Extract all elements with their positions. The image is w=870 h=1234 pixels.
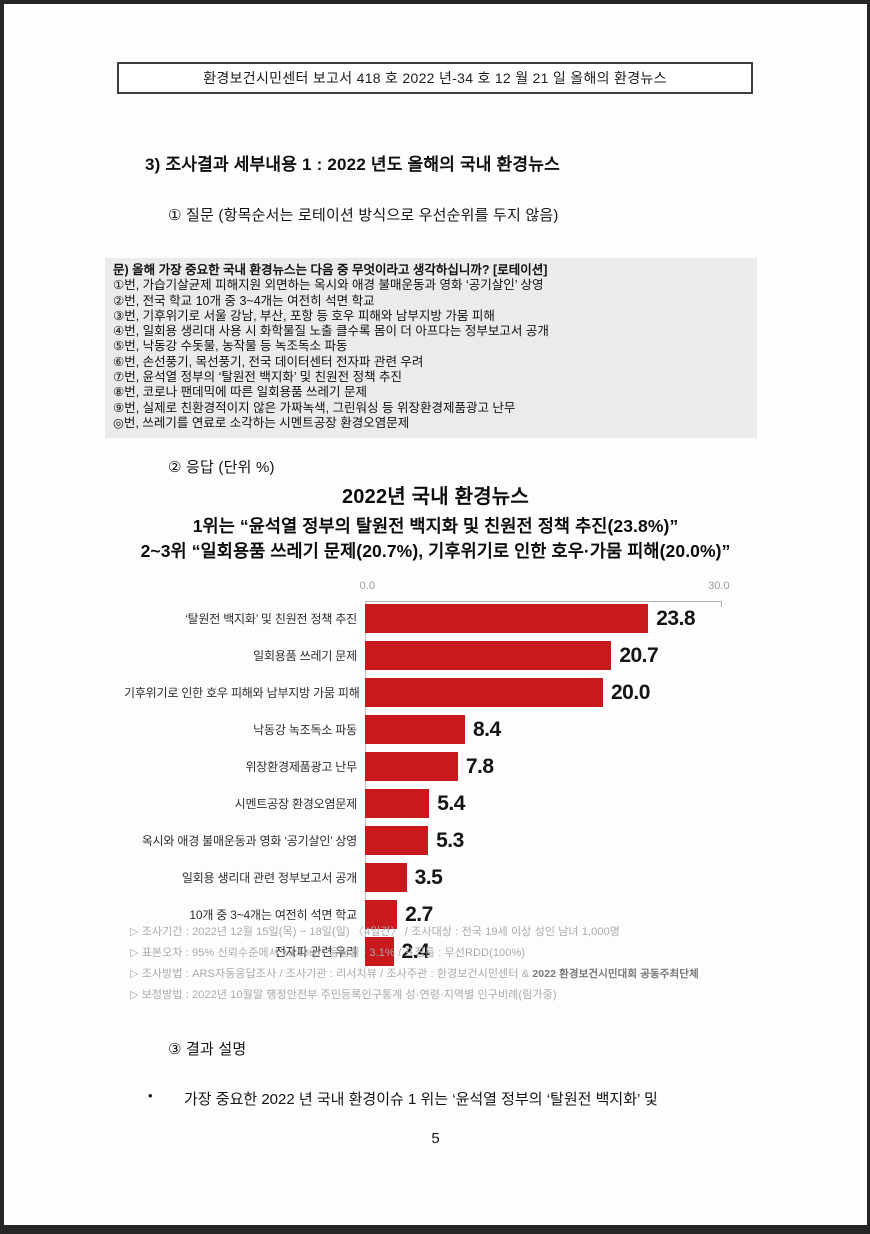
bar-track: 5.4 bbox=[365, 789, 722, 818]
bar-category-label: 시멘트공장 환경오염문제 bbox=[234, 797, 358, 811]
bar-track: 23.8 bbox=[365, 604, 722, 633]
bar bbox=[365, 604, 649, 633]
bar-track: 20.0 bbox=[365, 678, 722, 707]
question-item: ①번, 가습기살균제 피해지원 외면하는 옥시와 애경 불매운동과 영화 ‘공기… bbox=[113, 278, 544, 293]
question-item: ③번, 기후위기로 서울 강남, 부산, 포항 등 호우 피해와 남부지방 가뭄… bbox=[113, 308, 495, 323]
question-box-title: 문) 올해 가장 중요한 국내 환경뉴스는 다음 중 무엇이라고 생각하십니까?… bbox=[113, 263, 548, 277]
survey-note: ▷ 표본오차 : 95% 신뢰수준에서 ±3.1%p / 응답률 : 3.1% … bbox=[130, 947, 526, 959]
chart-title: 2022년 국내 환경뉴스 bbox=[341, 486, 529, 508]
result-label: ③ 결과 설명 bbox=[168, 1041, 247, 1058]
bar-value-label: 2.4 bbox=[401, 939, 430, 963]
bar-track: 5.3 bbox=[365, 826, 722, 855]
question-item: ⑥번, 손선풍기, 목선풍기, 전국 데이터센터 전자파 관련 우려 bbox=[113, 354, 424, 369]
chart-bar-row: 옥시와 애경 불매운동과 영화 ‘공기살인’ 상영 5.3 bbox=[124, 826, 722, 855]
chart-bar-row: 일회용품 쓰레기 문제 20.7 bbox=[124, 641, 722, 670]
chart-subtitle-1: 1위는 “윤석열 정부의 탈원전 백지화 및 친원전 정책 추진(23.8%)” bbox=[192, 516, 679, 536]
survey-note-organizer: 2022 환경보건시민대회 공동주최단체 bbox=[532, 968, 699, 980]
chart-title-block: 2022년 국내 환경뉴스 1위는 “윤석열 정부의 탈원전 백지화 및 친원전… bbox=[4, 480, 867, 564]
bar-category-label: 옥시와 애경 불매운동과 영화 ‘공기살인’ 상영 bbox=[141, 834, 357, 848]
bar-track: 2.4 bbox=[365, 937, 722, 966]
question-label: ① 질문 (항목순서는 로테이션 방식으로 우선순위를 두지 않음) bbox=[168, 207, 559, 224]
section-title: 3) 조사결과 세부내용 1 : 2022 년도 올해의 국내 환경뉴스 bbox=[145, 155, 560, 174]
question-item: ⑧번, 코로나 팬데믹에 따른 일회용품 쓰레기 문제 bbox=[113, 385, 368, 400]
bar-value-label: 20.0 bbox=[611, 680, 650, 704]
bar bbox=[365, 641, 612, 670]
result-bullet-row: • 가장 중요한 2022 년 국내 환경이슈 1 위는 ‘윤석열 정부의 ‘탈… bbox=[148, 1088, 658, 1109]
bar bbox=[365, 826, 429, 855]
bar-category-label: 낙동강 녹조독소 파동 bbox=[253, 723, 357, 737]
response-label: ② 응답 (단위 %) bbox=[168, 459, 275, 476]
bar-category-label: 전자파 관련 우려 bbox=[274, 945, 357, 959]
chart-bar-row: 10개 중 3~4개는 여전히 석면 학교 2.7 bbox=[124, 900, 722, 929]
bar-value-label: 23.8 bbox=[656, 606, 696, 630]
bar-value-label: 2.7 bbox=[405, 902, 433, 926]
bar bbox=[365, 752, 458, 781]
report-header-title: 환경보건시민센터 보고서 418 호 2022 년-34 호 12 월 21 일… bbox=[203, 70, 667, 86]
x-axis-line bbox=[365, 601, 722, 607]
chart-bar-row: 위장환경제품광고 난무 7.8 bbox=[124, 752, 722, 781]
bar-chart: 0.0 30.0 ‘탈원전 백지화’ 및 친원전 정책 추진 23.8 일회용품 쓰… bbox=[124, 580, 764, 967]
bar-category-label: 위장환경제품광고 난무 bbox=[245, 760, 357, 774]
survey-note: ▷ 조사기간 : 2022년 12월 15일(목) ~ 18일(일) 〈4일간〉… bbox=[130, 926, 621, 938]
bar-track: 3.5 bbox=[365, 863, 722, 892]
chart-subtitle-2: 2~3위 “일회용품 쓰레기 문제(20.7%), 기후위기로 인한 호우·가뭄… bbox=[140, 541, 731, 561]
bar bbox=[365, 789, 430, 818]
bar-value-label: 5.4 bbox=[437, 791, 465, 815]
question-item: ⑦번, 윤석열 정부의 ‘탈원전 백지화’ 및 친원전 정책 추진 bbox=[113, 370, 403, 385]
survey-note: ▷ 조사방법 : ARS자동응답조사 / 조사기관 : 리서치뷰 / 조사주관 … bbox=[130, 968, 699, 980]
chart-bar-row: 시멘트공장 환경오염문제 5.4 bbox=[124, 789, 722, 818]
bar-value-label: 8.4 bbox=[472, 717, 501, 741]
x-axis-labels: 0.0 30.0 bbox=[360, 580, 730, 596]
x-axis-tick-max: 30.0 bbox=[708, 580, 730, 592]
bar-track: 2.7 bbox=[365, 900, 722, 929]
question-item: ⑤번, 낙동강 수돗물, 농작물 등 녹조독소 파동 bbox=[113, 339, 348, 354]
bar-track: 20.7 bbox=[365, 641, 722, 670]
page-number: 5 bbox=[431, 1130, 440, 1147]
bar-category-label: 일회용품 쓰레기 문제 bbox=[253, 649, 357, 663]
result-bullet-text: 가장 중요한 2022 년 국내 환경이슈 1 위는 ‘윤석열 정부의 ‘탈원전… bbox=[184, 1091, 658, 1108]
x-axis-tick-min: 0.0 bbox=[359, 580, 375, 592]
bar bbox=[365, 937, 394, 966]
bar-rows: ‘탈원전 백지화’ 및 친원전 정책 추진 23.8 일회용품 쓰레기 문제 20.7… bbox=[124, 604, 722, 974]
question-item: ④번, 일회용 생리대 사용 시 화학물질 노출 클수록 몸이 더 아프다는 정… bbox=[113, 324, 549, 339]
chart-bar-row: 전자파 관련 우려 2.4 bbox=[124, 937, 722, 966]
bar bbox=[365, 863, 407, 892]
question-box: 문) 올해 가장 중요한 국내 환경뉴스는 다음 중 무엇이라고 생각하십니까?… bbox=[105, 258, 757, 439]
bar-value-label: 5.3 bbox=[436, 828, 464, 852]
bar-category-label: 기후위기로 인한 호우 피해와 남부지방 가뭄 피해 bbox=[124, 686, 360, 700]
bar-value-label: 3.5 bbox=[414, 865, 443, 889]
bullet-icon: • bbox=[148, 1088, 153, 1103]
question-item: ⑨번, 실제로 친환경적이지 않은 가짜녹색, 그린워싱 등 위장환경제품광고 … bbox=[113, 400, 516, 415]
bar bbox=[365, 900, 398, 929]
chart-bar-row: ‘탈원전 백지화’ 및 친원전 정책 추진 23.8 bbox=[124, 604, 722, 633]
report-header-box: 환경보건시민센터 보고서 418 호 2022 년-34 호 12 월 21 일… bbox=[117, 62, 753, 94]
bar-track: 8.4 bbox=[365, 715, 722, 744]
question-item: ◎번, 쓰레기를 연료로 소각하는 시멘트공장 환경오염문제 bbox=[113, 415, 410, 430]
bar bbox=[365, 678, 603, 707]
bar bbox=[365, 715, 465, 744]
bar-track: 7.8 bbox=[365, 752, 722, 781]
bar-category-label: ‘탈원전 백지화’ 및 친원전 정책 추진 bbox=[185, 612, 357, 626]
bar-value-label: 20.7 bbox=[619, 643, 659, 667]
question-box-items: ①번, 가습기살균제 피해지원 외면하는 옥시와 애경 불매운동과 영화 ‘공기… bbox=[113, 278, 749, 431]
question-item: ②번, 전국 학교 10개 중 3~4개는 여전히 석면 학교 bbox=[113, 293, 375, 308]
bar-category-label: 일회용 생리대 관련 정부보고서 공개 bbox=[181, 871, 357, 885]
survey-note: ▷ 보정방법 : 2022년 10월말 행정안전부 주민등록인구통계 성·연령·… bbox=[130, 989, 557, 1001]
bar-value-label: 7.8 bbox=[465, 754, 494, 778]
bar-category-label: 10개 중 3~4개는 여전히 석면 학교 bbox=[189, 908, 357, 922]
y-axis-line bbox=[365, 601, 366, 967]
survey-notes: ▷ 조사기간 : 2022년 12월 15일(목) ~ 18일(일) 〈4일간〉… bbox=[130, 922, 699, 1006]
chart-bar-row: 기후위기로 인한 호우 피해와 남부지방 가뭄 피해 20.0 bbox=[124, 678, 722, 707]
chart-bar-row: 낙동강 녹조독소 파동 8.4 bbox=[124, 715, 722, 744]
chart-bar-row: 일회용 생리대 관련 정부보고서 공개 3.5 bbox=[124, 863, 722, 892]
